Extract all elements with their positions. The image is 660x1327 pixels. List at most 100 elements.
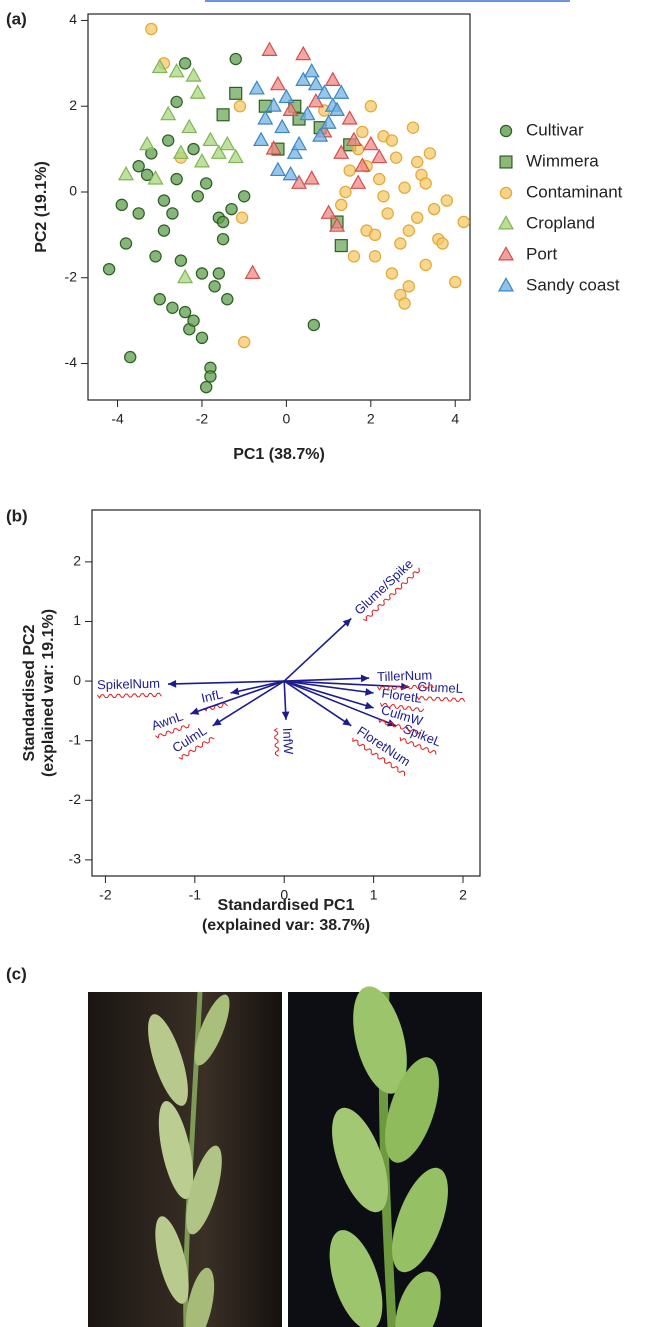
x-tick-label: 1: [370, 887, 378, 903]
x-tick-label: -2: [196, 411, 209, 427]
point: [233, 100, 247, 113]
x-tick-label: -1: [189, 887, 202, 903]
x-tick-label: -2: [99, 887, 112, 903]
point: [149, 250, 162, 263]
legend-marker: [497, 277, 515, 292]
spell-underline: [399, 737, 437, 755]
point: [219, 135, 236, 151]
y-tick-label: -4: [65, 354, 78, 370]
vector-label: FloretL: [381, 686, 423, 706]
point: [299, 105, 316, 121]
vector-arrow: [283, 617, 352, 682]
point: [335, 198, 348, 212]
point: [333, 144, 350, 159]
point: [216, 108, 230, 122]
point: [132, 160, 145, 173]
point: [371, 148, 388, 164]
y-axis-label: PC2 (19.1%): [33, 161, 50, 253]
legend-marker: [497, 215, 515, 230]
point: [237, 190, 251, 203]
spell-underline: [352, 737, 406, 776]
point: [202, 131, 219, 147]
x-axis-label: (explained var: 38.7%): [202, 917, 370, 934]
point: [324, 71, 341, 86]
y-tick-label: 0: [69, 183, 77, 199]
point: [237, 335, 251, 349]
point: [178, 57, 192, 70]
point: [257, 110, 274, 125]
vector-label-group: TillerNum: [377, 667, 434, 691]
point: [140, 168, 154, 182]
vector-arrow: [212, 680, 285, 727]
point: [368, 250, 382, 263]
point: [419, 177, 432, 190]
point: [170, 172, 183, 186]
point: [436, 237, 449, 250]
point: [199, 177, 213, 190]
point: [204, 370, 217, 383]
x-axis-label: PC1 (38.7%): [233, 446, 325, 463]
point: [225, 202, 238, 216]
vector-label-group: SpikeL: [399, 721, 443, 755]
vector-label: GlumeL: [417, 679, 463, 696]
point: [341, 110, 358, 125]
y-tick-label: -2: [65, 268, 78, 284]
point: [181, 118, 198, 134]
x-tick-label: -4: [111, 411, 124, 427]
arrow-head: [342, 618, 352, 627]
point: [153, 293, 166, 306]
y-tick-label: 2: [73, 553, 81, 569]
point: [189, 84, 206, 99]
point: [151, 58, 168, 74]
spell-underline: [273, 727, 279, 757]
point: [282, 165, 299, 181]
vector-label-group: InfL: [200, 686, 228, 712]
x-tick-label: 0: [282, 411, 290, 427]
point: [265, 140, 282, 155]
point: [312, 127, 329, 142]
point: [229, 52, 242, 66]
point: [117, 165, 135, 181]
vector-label: Glume/Spike: [351, 556, 416, 618]
point: [278, 88, 295, 104]
legend-marker: [499, 155, 513, 169]
arrow-head: [342, 718, 352, 726]
point: [398, 181, 411, 194]
point: [193, 153, 210, 168]
spell-underline: [378, 718, 422, 735]
point: [362, 135, 379, 151]
point: [124, 350, 137, 364]
vector-label: InfW: [280, 727, 296, 755]
point: [368, 228, 382, 242]
arrow-head: [364, 701, 374, 710]
y-tick-label: 4: [69, 11, 77, 27]
spell-underline: [379, 702, 425, 713]
point: [195, 267, 209, 280]
point: [345, 131, 362, 147]
legend-label: Cultivar: [526, 120, 584, 139]
point: [187, 142, 200, 156]
point: [329, 101, 346, 117]
vector-arrow: [283, 680, 352, 727]
point: [303, 62, 320, 78]
spell-underline: [96, 692, 162, 699]
arrow-head: [212, 718, 222, 726]
point: [216, 215, 230, 229]
point: [347, 250, 361, 263]
panel-label: (c): [6, 964, 27, 983]
point: [160, 105, 177, 121]
arrow-head: [281, 711, 290, 720]
plot-frame: [91, 509, 481, 877]
x-tick-label: 4: [451, 411, 459, 427]
point: [402, 224, 415, 237]
point: [161, 134, 175, 147]
x-tick-label: 2: [459, 887, 467, 903]
x-tick-label: 0: [280, 887, 288, 903]
point: [329, 217, 346, 232]
x-tick-label: 2: [367, 411, 375, 427]
point: [208, 280, 221, 293]
point: [427, 202, 441, 216]
x-axis-label: Standardised PC1: [218, 897, 355, 914]
point: [334, 239, 348, 253]
